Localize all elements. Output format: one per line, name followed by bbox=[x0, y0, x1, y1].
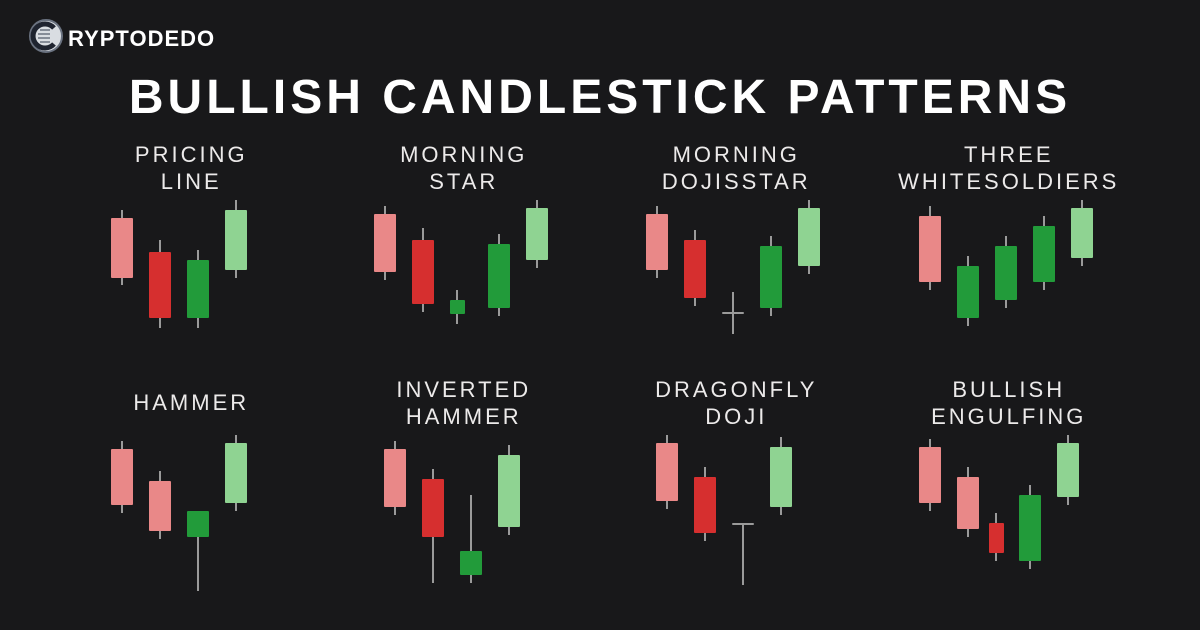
pattern-label: MORNING STAR bbox=[400, 140, 527, 196]
brand-logo: RYPTODEDO bbox=[28, 18, 215, 59]
candle-body bbox=[412, 240, 434, 304]
candle-body bbox=[919, 447, 941, 503]
page-title: BULLISH CANDLESTICK PATTERNS bbox=[0, 70, 1200, 125]
pattern-label: PRICING LINE bbox=[135, 140, 248, 196]
patterns-grid: PRICING LINE MORNING STAR MORNING DOJISSTA… bbox=[60, 140, 1140, 610]
candle-body bbox=[760, 246, 782, 308]
candlestick-chart bbox=[616, 435, 856, 595]
candle-body bbox=[149, 252, 171, 318]
candlestick-chart bbox=[616, 200, 856, 360]
logo-icon bbox=[28, 18, 64, 59]
candle-body bbox=[225, 443, 247, 503]
candle-body bbox=[1019, 495, 1041, 561]
pattern-cell: BULLISH ENGULFING bbox=[878, 375, 1141, 610]
pattern-label: HAMMER bbox=[133, 375, 249, 431]
candle-body bbox=[798, 208, 820, 266]
candle-body bbox=[111, 449, 133, 505]
candle-body bbox=[187, 260, 209, 318]
candle-body bbox=[656, 443, 678, 501]
candle-body bbox=[989, 523, 1004, 553]
pattern-cell: DRAGONFLY DOJI bbox=[605, 375, 868, 610]
candle-body bbox=[460, 551, 482, 575]
candlestick-chart bbox=[344, 200, 584, 360]
candle-body bbox=[450, 300, 465, 314]
pattern-cell: PRICING LINE bbox=[60, 140, 323, 375]
candle-body bbox=[374, 214, 396, 272]
candle-body bbox=[498, 455, 520, 527]
candle-body bbox=[995, 246, 1017, 300]
pattern-label: DRAGONFLY DOJI bbox=[655, 375, 817, 431]
candle-body bbox=[187, 511, 209, 537]
brand-text: RYPTODEDO bbox=[68, 26, 215, 52]
pattern-label: BULLISH ENGULFING bbox=[931, 375, 1086, 431]
candlestick-chart bbox=[71, 200, 311, 360]
candle-body bbox=[111, 218, 133, 278]
candlestick-chart bbox=[889, 200, 1129, 360]
candle-body bbox=[526, 208, 548, 260]
candle-body bbox=[1033, 226, 1055, 282]
candle-body bbox=[1071, 208, 1093, 258]
pattern-label: THREE WHITESOLDIERS bbox=[898, 140, 1119, 196]
candle-body bbox=[1057, 443, 1079, 497]
candle-body bbox=[919, 216, 941, 282]
candle-body bbox=[149, 481, 171, 531]
candle-body bbox=[488, 244, 510, 308]
pattern-cell: MORNING STAR bbox=[333, 140, 596, 375]
candle-body bbox=[422, 479, 444, 537]
candle-wick bbox=[742, 523, 744, 585]
candle-body bbox=[694, 477, 716, 533]
candle-body bbox=[384, 449, 406, 507]
pattern-label: MORNING DOJISSTAR bbox=[662, 140, 811, 196]
candlestick-chart bbox=[344, 435, 584, 595]
candle-body bbox=[770, 447, 792, 507]
candle-body bbox=[722, 312, 744, 314]
pattern-label: INVERTED HAMMER bbox=[396, 375, 531, 431]
candle-body bbox=[646, 214, 668, 270]
candle-body bbox=[957, 266, 979, 318]
candlestick-chart bbox=[71, 435, 311, 595]
pattern-cell: HAMMER bbox=[60, 375, 323, 610]
pattern-cell: THREE WHITESOLDIERS bbox=[878, 140, 1141, 375]
candle-body bbox=[732, 523, 754, 525]
candle-body bbox=[684, 240, 706, 298]
candle-body bbox=[957, 477, 979, 529]
candlestick-chart bbox=[889, 435, 1129, 595]
pattern-cell: INVERTED HAMMER bbox=[333, 375, 596, 610]
pattern-cell: MORNING DOJISSTAR bbox=[605, 140, 868, 375]
candle-body bbox=[225, 210, 247, 270]
